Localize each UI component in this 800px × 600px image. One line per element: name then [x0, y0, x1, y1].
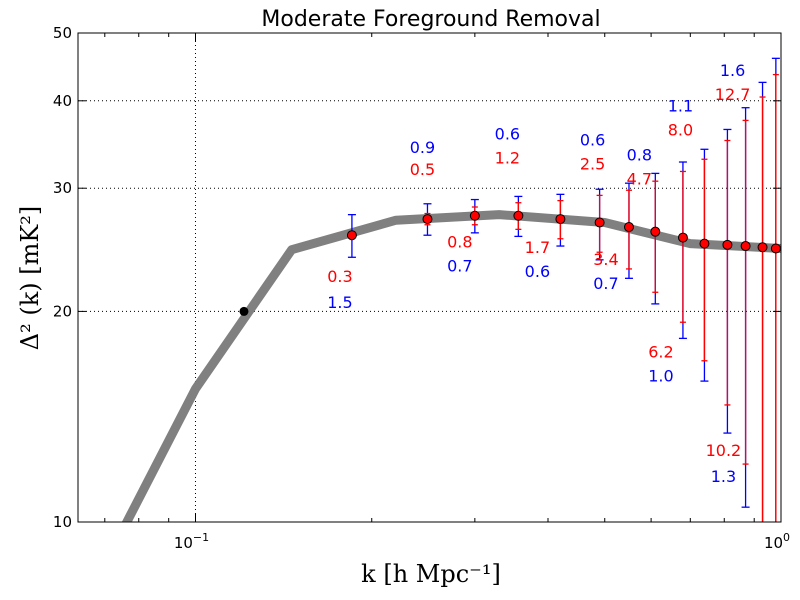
annotation-label: 1.3 — [711, 467, 736, 486]
y-tick-label: 50 — [53, 24, 72, 42]
data-point — [722, 239, 733, 250]
data-point — [740, 241, 751, 252]
x-tick-label: 100 — [764, 531, 790, 552]
data-point — [513, 210, 524, 221]
axis-ticks — [78, 32, 782, 523]
annotation-label: 0.9 — [410, 138, 435, 157]
data-point — [757, 242, 768, 253]
annotation-label: 1.0 — [648, 367, 673, 386]
data-point — [770, 243, 781, 254]
chart-title: Moderate Foreground Removal — [261, 7, 600, 32]
x-tick-label-base: 10 — [174, 534, 193, 552]
data-point — [623, 222, 634, 233]
plot-frame — [77, 32, 782, 523]
y-tick-label: 20 — [53, 302, 72, 320]
x-tick-label-exponent: −1 — [193, 531, 209, 544]
x-tick-label-exponent: 0 — [783, 531, 790, 544]
grid-lines — [78, 33, 781, 522]
x-tick-label-base: 10 — [764, 534, 783, 552]
annotation-label: 1.2 — [495, 149, 520, 168]
data-point — [677, 232, 688, 243]
annotation-label: 0.6 — [580, 130, 605, 149]
annotation-label: 8.0 — [668, 121, 693, 140]
data-point — [555, 214, 566, 225]
data-point — [650, 226, 661, 237]
annotation-label: 0.6 — [495, 125, 520, 144]
y-tick-label: 30 — [53, 179, 72, 197]
y-axis-label: Δ² (k) [mK²] — [16, 206, 44, 351]
annotation-label: 6.2 — [648, 343, 673, 362]
data-point — [422, 214, 433, 225]
y-tick-label: 10 — [53, 513, 72, 531]
reference-point — [239, 306, 249, 316]
annotation-label: 12.7 — [715, 85, 751, 104]
x-tick-label: 10−1 — [174, 531, 209, 552]
data-point — [469, 210, 480, 221]
annotation-label: 1.7 — [525, 238, 550, 257]
model-curve — [121, 210, 781, 522]
annotation-label: 1.5 — [327, 293, 352, 312]
annotation-label: 3.4 — [593, 250, 618, 269]
data-point — [699, 238, 710, 249]
data-point — [594, 217, 605, 228]
model-curve-layer — [121, 210, 781, 522]
annotation-label: 1.1 — [668, 97, 693, 116]
annotation-label: 4.7 — [627, 170, 652, 189]
annotations: 0.3 1.5 0.9 0.5 0.8 0.7 0.6 1.2 1.7 0.6 0.6 2.5 3.4 0… — [327, 61, 750, 486]
data-point — [346, 230, 357, 241]
annotation-label: 0.6 — [525, 262, 550, 281]
data-points — [239, 210, 781, 316]
annotation-label: 0.7 — [447, 257, 472, 276]
annotation-label: 0.8 — [627, 146, 652, 165]
annotation-label: 1.6 — [720, 61, 745, 80]
annotation-label: 2.5 — [580, 154, 605, 173]
annotation-label: 0.5 — [410, 160, 435, 179]
x-axis-label: k [h Mpc⁻¹] — [361, 560, 501, 588]
annotation-label: 0.3 — [327, 267, 352, 286]
y-tick-label: 40 — [53, 92, 72, 110]
annotation-label: 0.8 — [447, 233, 472, 252]
annotation-label: 10.2 — [706, 441, 742, 460]
annotation-label: 0.7 — [593, 274, 618, 293]
